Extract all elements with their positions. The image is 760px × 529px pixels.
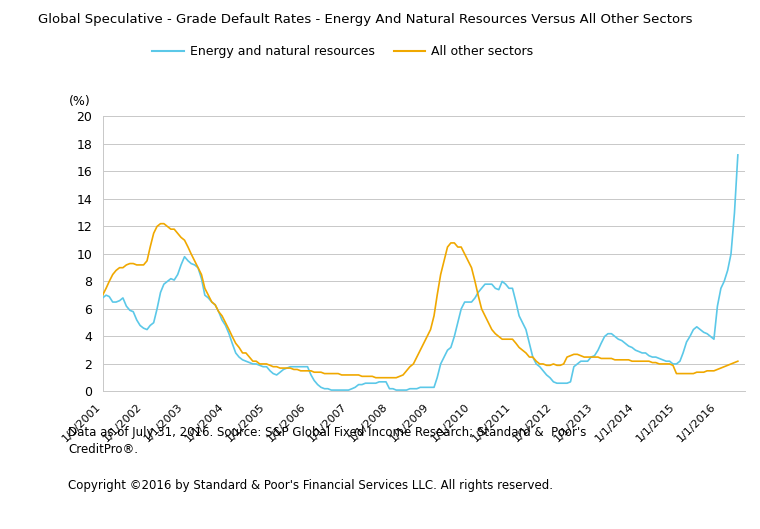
Text: Data as of July 31, 2016. Source: S&P Global Fixed Income Research; Standard &  : Data as of July 31, 2016. Source: S&P Gl… — [68, 426, 587, 456]
Legend: Energy and natural resources, All other sectors: Energy and natural resources, All other … — [147, 40, 538, 63]
Text: Copyright ©2016 by Standard & Poor's Financial Services LLC. All rights reserved: Copyright ©2016 by Standard & Poor's Fin… — [68, 479, 553, 492]
Text: (%): (%) — [68, 95, 90, 108]
Text: Global Speculative - Grade Default Rates - Energy And Natural Resources Versus A: Global Speculative - Grade Default Rates… — [38, 13, 692, 26]
